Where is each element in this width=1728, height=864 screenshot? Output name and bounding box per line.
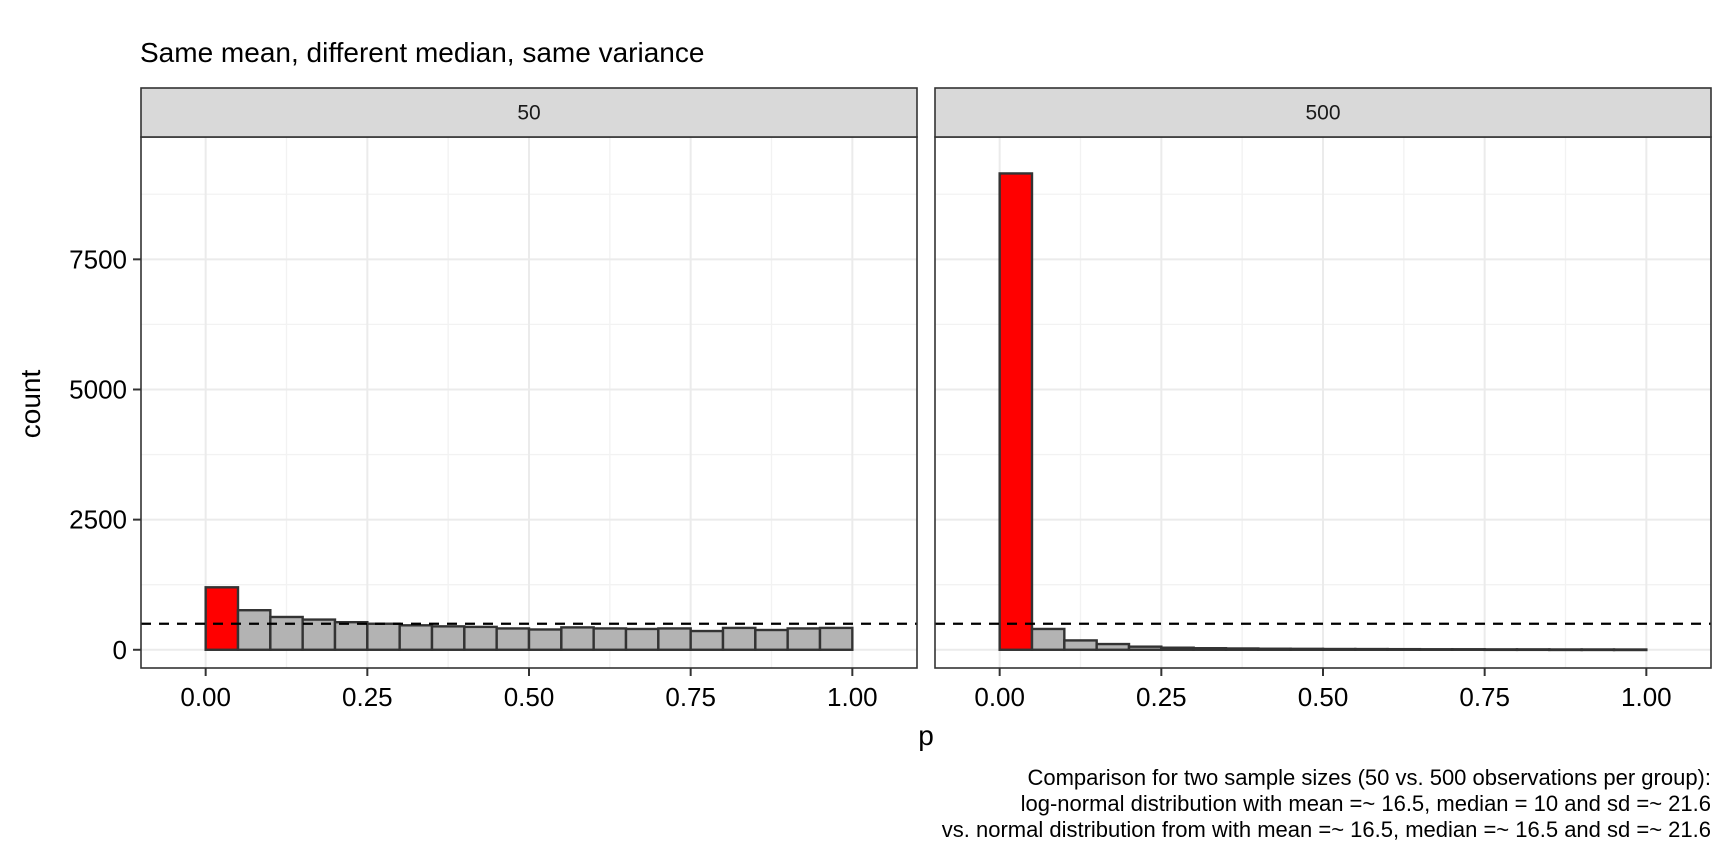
histogram-bar	[560, 626, 595, 651]
facet-strip	[934, 87, 1712, 138]
facet-panel-500: 500 0.00 0.25 0.50 0.75 1.00	[934, 87, 1712, 712]
histogram-bar	[269, 615, 304, 651]
histogram-bar	[786, 627, 822, 651]
histogram-bars	[998, 172, 1648, 652]
histogram-bar	[1548, 648, 1583, 652]
x-tick-label: 0.75	[1459, 682, 1510, 712]
histogram-bar	[1289, 647, 1325, 651]
histogram-bar	[1192, 647, 1228, 651]
x-axis-title: p	[918, 720, 934, 751]
x-tick-label: 0.00	[974, 682, 1025, 712]
x-tick-label: 0.75	[665, 682, 716, 712]
histogram-bar	[463, 625, 498, 651]
y-tick-label: 2500	[69, 505, 127, 535]
histogram-bar	[721, 626, 757, 651]
x-axis: 0.00 0.25 0.50 0.75 1.00	[974, 668, 1672, 712]
y-tick-label: 0	[113, 635, 127, 665]
histogram-bar	[1386, 647, 1422, 651]
x-tick-label: 0.25	[1136, 682, 1187, 712]
x-tick-label: 0.00	[180, 682, 231, 712]
chart-title: Same mean, different median, same varian…	[140, 37, 704, 68]
facet-strip-label: 500	[1305, 102, 1340, 125]
histogram-bar	[1063, 639, 1098, 651]
histogram-bars	[204, 586, 854, 651]
facet-panel-50: 50 0.00 0.25 0.50 0.75 1.00	[140, 87, 918, 712]
caption-line: log-normal distribution with mean =~ 16.…	[1021, 791, 1711, 816]
histogram-bar	[1483, 648, 1519, 652]
facet-strip	[140, 87, 918, 138]
facet-strip-label: 50	[517, 102, 540, 125]
x-tick-label: 1.00	[1621, 682, 1672, 712]
histogram-bar	[236, 609, 272, 651]
histogram-bar	[430, 625, 466, 651]
histogram-bar-highlighted	[204, 586, 240, 651]
histogram-bar	[1030, 627, 1066, 651]
chart-caption: Comparison for two sample sizes (50 vs. …	[942, 765, 1711, 842]
histogram-bar	[624, 627, 660, 651]
x-axis: 0.00 0.25 0.50 0.75 1.00	[180, 668, 878, 712]
y-tick-label: 5000	[69, 374, 127, 404]
histogram-bar	[754, 628, 789, 651]
x-tick-label: 0.25	[342, 682, 393, 712]
histogram-bar	[657, 627, 692, 651]
histogram-bar	[1160, 646, 1195, 651]
histogram-bar	[1127, 645, 1163, 651]
x-tick-label: 0.50	[1298, 682, 1349, 712]
histogram-bar	[1515, 648, 1551, 652]
facet-panels: 50 0.00 0.25 0.50 0.75 1.00 500 0.00 0.25 0.50 0.7…	[140, 87, 1712, 712]
x-tick-label: 0.50	[504, 682, 555, 712]
histogram-bar	[495, 627, 531, 651]
histogram-bar	[1612, 648, 1648, 652]
caption-line: vs. normal distribution from with mean =…	[942, 817, 1711, 842]
histogram-bar	[1224, 647, 1260, 651]
histogram-bar-highlighted	[998, 172, 1034, 651]
y-tick-label: 7500	[69, 244, 127, 274]
histogram-bar	[398, 624, 434, 651]
histogram-bar	[592, 627, 628, 651]
histogram-bar	[689, 629, 725, 651]
histogram-bar	[333, 620, 369, 651]
caption-line: Comparison for two sample sizes (50 vs. …	[1027, 765, 1711, 790]
histogram-bar	[1095, 642, 1131, 651]
y-axis-title: count	[15, 370, 46, 439]
histogram-bar	[1257, 647, 1292, 651]
histogram-bar	[1321, 647, 1357, 651]
histogram-bar	[527, 628, 563, 651]
histogram-bar	[1580, 648, 1616, 652]
histogram-bar	[1451, 648, 1486, 651]
histogram-bar	[1354, 647, 1389, 651]
y-axis: 0 2500 5000 7500	[69, 244, 141, 665]
histogram-bar	[1418, 648, 1454, 651]
x-tick-label: 1.00	[827, 682, 878, 712]
histogram-bar	[818, 626, 854, 651]
histogram-bar	[366, 622, 401, 651]
